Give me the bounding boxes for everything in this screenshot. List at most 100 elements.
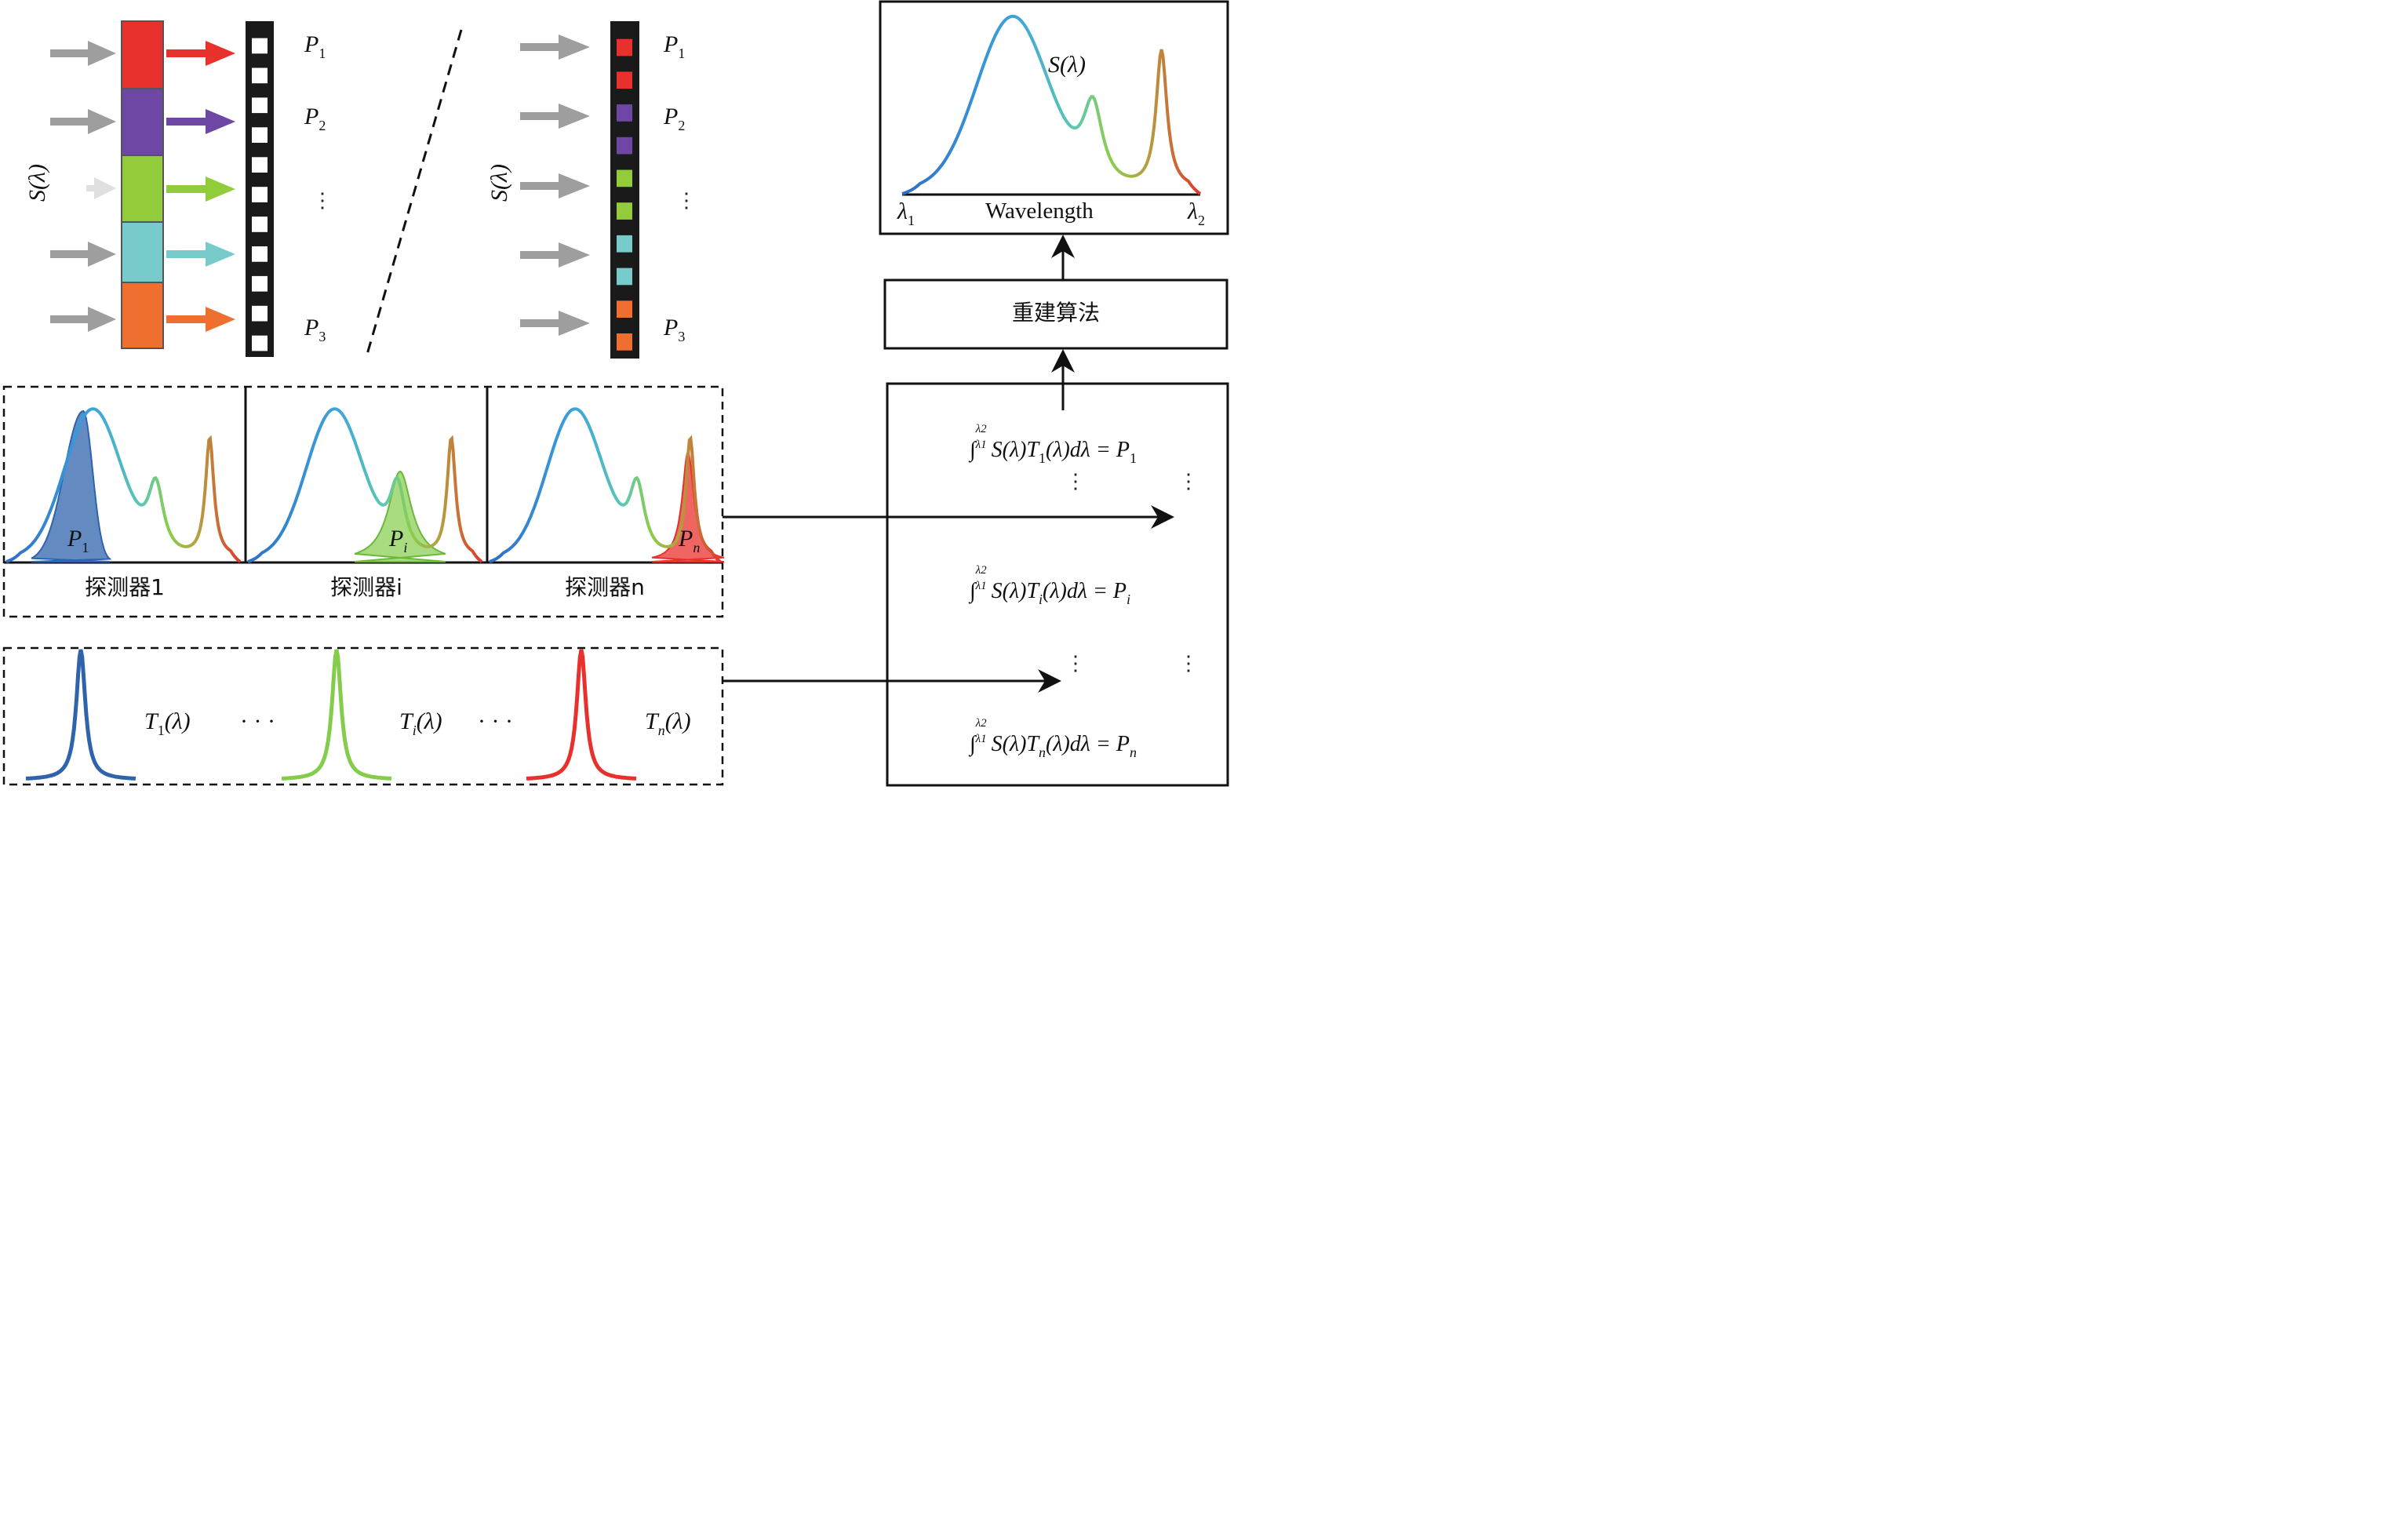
equation-n: ∫ λ2 λ1 S(λ)Tn(λ)dλ = Pn (970, 717, 1137, 760)
algorithm-label: 重建算法 (1011, 300, 1100, 326)
detector-1-response (31, 410, 112, 562)
detector-pixel (617, 300, 632, 318)
filter-1-transmission (25, 649, 136, 781)
gray-arrow (520, 173, 590, 198)
detector-pixel (252, 275, 268, 292)
detector-pixel (617, 38, 632, 56)
equation-dots: ⋮ (1065, 652, 1086, 675)
detector-i-spectrum (247, 407, 483, 563)
detector-pixel (617, 137, 632, 155)
detector-pixel (252, 246, 268, 262)
detector-pixel (252, 97, 268, 114)
detector-i-curve (247, 407, 483, 563)
detector-pixel (252, 217, 268, 232)
spectrum-x-axis-label: Wavelength (985, 198, 1094, 224)
left-input-arrows (50, 41, 116, 332)
algorithm-box (883, 279, 1228, 350)
filter-block-red (121, 20, 164, 89)
detector-pixel (617, 169, 632, 187)
equation-dots: ⋮ (1178, 470, 1199, 493)
detector-pixel (617, 333, 632, 351)
detector-pixel (252, 305, 268, 322)
equation-1: ∫ λ2 λ1 S(λ)T1(λ)dλ = P1 (970, 423, 1137, 466)
gray-arrow (520, 242, 590, 268)
spectrum-x-max-label: λ2 (1188, 198, 1205, 228)
spectrum-curve-label: S(λ) (1048, 52, 1086, 78)
filter-block-cyan (121, 221, 164, 283)
detector-i-power-label: Pi (389, 526, 408, 555)
left-input-label: S(λ) (24, 164, 50, 202)
left-output-label-2: P2 (304, 104, 326, 133)
gray-arrow (86, 177, 116, 199)
filter-block-green (121, 155, 164, 223)
left-filter-stack (121, 20, 164, 349)
detector-1-spectrum (5, 407, 242, 563)
gray-arrow (520, 104, 590, 129)
detector-panel (2, 385, 724, 618)
detector-pixel (252, 335, 268, 351)
detector-i-label: 探测器i (330, 574, 402, 600)
right-input-label: S(λ) (486, 164, 512, 202)
detector-n-power-label: Pn (679, 526, 701, 555)
gray-arrow (520, 311, 590, 336)
gray-arrow (50, 41, 116, 66)
spectrum-x-min-label: λ1 (897, 198, 915, 228)
equation-i: ∫ λ2 λ1 S(λ)Ti(λ)dλ = Pi (970, 564, 1130, 607)
spectral-reconstruction-diagram: S(λ) P1 P2 ⋮ P3 S(λ) P1 P2 ⋮ P3 S(λ) Wav… (0, 0, 1230, 788)
right-output-label-1: P1 (664, 31, 686, 61)
right-output-label-3: P3 (664, 315, 686, 344)
filter-block-orange (121, 282, 164, 349)
left-output-arrows (166, 41, 235, 332)
spectrum-box (879, 0, 1229, 235)
detector-pixel (617, 235, 632, 253)
spectrum-curve (901, 14, 1202, 195)
left-output-label-3: P3 (304, 315, 326, 344)
detector-n-spectrum (489, 407, 725, 563)
right-input-arrows (520, 35, 590, 336)
equation-dots: ⋮ (1178, 652, 1199, 675)
filter-ellipsis-2: · · · (478, 708, 513, 734)
detector-1-power-label: P1 (67, 526, 89, 555)
detector-i-response (354, 470, 446, 562)
detector-pixel (252, 67, 268, 84)
filter-n-label: Tn(λ) (645, 708, 691, 738)
orange-arrow (166, 307, 235, 332)
detector-pixel (617, 268, 632, 286)
detector-pixel (252, 38, 268, 54)
right-output-dots: ⋮ (676, 189, 697, 213)
red-arrow (166, 41, 235, 66)
left-output-dots: ⋮ (312, 189, 333, 213)
filter-i-transmission (281, 649, 392, 781)
right-output-label-2: P2 (664, 104, 686, 133)
detector-n-curve (489, 407, 722, 563)
detector-pixel (252, 157, 268, 173)
left-detector-strip (246, 21, 274, 357)
filter-i-label: Ti(λ) (399, 708, 442, 738)
detector-1-curve (5, 407, 242, 563)
gray-arrow (50, 307, 116, 332)
equation-dots: ⋮ (1065, 470, 1086, 493)
dashed-divider (365, 29, 463, 358)
detector-pixel (252, 187, 268, 202)
green-arrow (166, 177, 235, 202)
detector-pixel (617, 71, 632, 89)
detector-pixel (252, 127, 268, 143)
diagram-graphics (2, 0, 1229, 787)
detector-n-label: 探测器n (565, 574, 645, 600)
right-detector-strip (610, 21, 639, 359)
equation-box (886, 382, 1229, 787)
cyan-arrow (166, 242, 235, 267)
left-output-label-1: P1 (304, 31, 326, 61)
purple-arrow (166, 109, 235, 134)
gray-arrow (50, 242, 116, 267)
gray-arrow (520, 35, 590, 60)
filter-block-purple (121, 88, 164, 156)
detector-pixel (617, 104, 632, 122)
filter-n-transmission (526, 649, 637, 781)
detector-1-label: 探测器1 (85, 574, 165, 600)
detector-pixel (617, 202, 632, 220)
filter-panel (2, 646, 724, 786)
gray-arrow (50, 109, 116, 134)
filter-ellipsis-1: · · · (240, 708, 275, 734)
filter-1-label: T1(λ) (144, 708, 191, 738)
